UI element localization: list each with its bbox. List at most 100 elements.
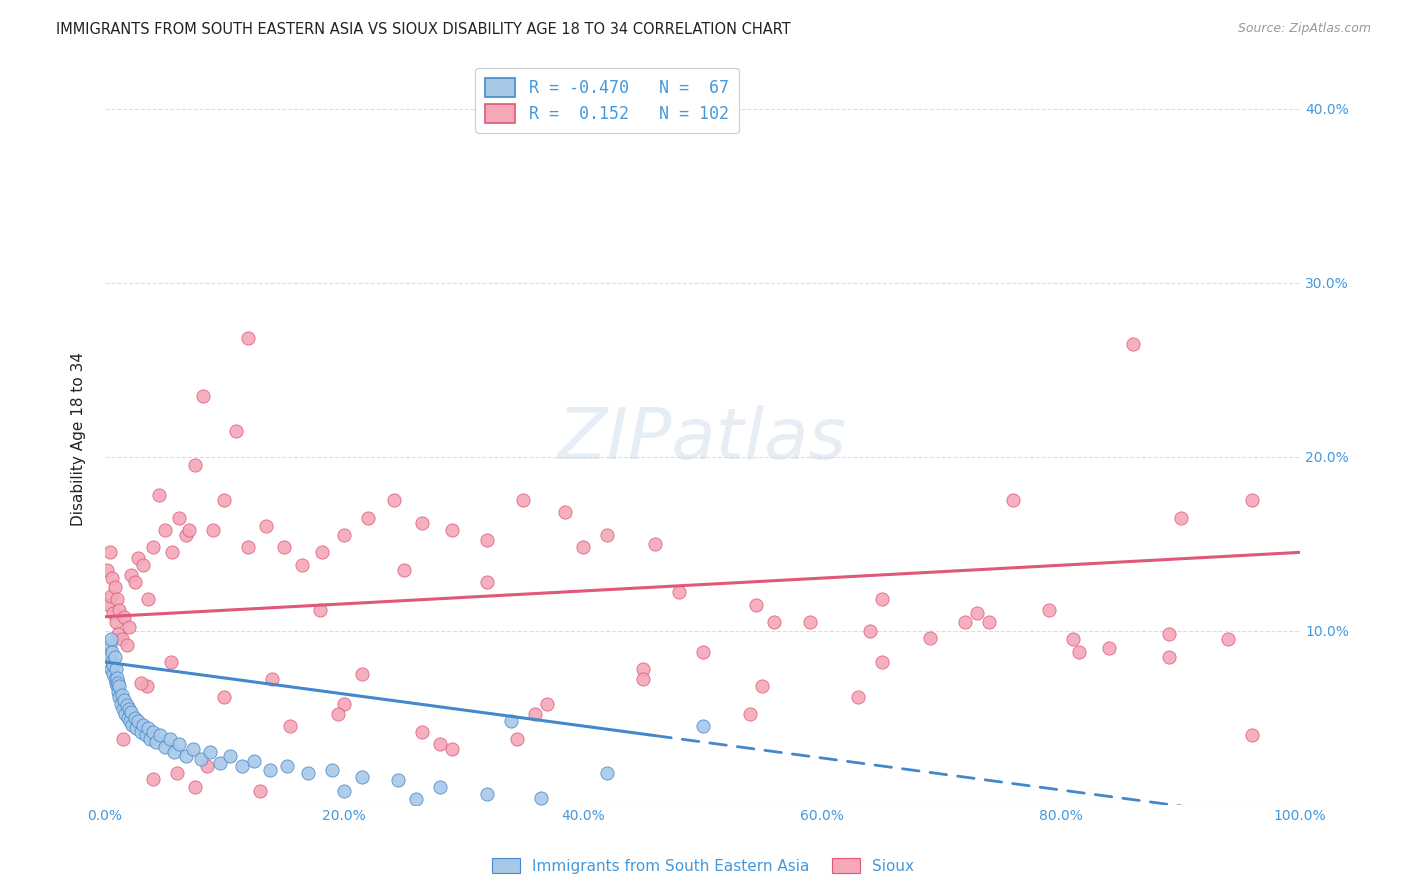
Point: [692, 719, 714, 733]
Point: [110, 697, 132, 711]
Point: [120, 568, 142, 582]
Point: [97, 649, 120, 664]
Point: [259, 763, 281, 777]
Point: [631, 673, 654, 687]
Point: [117, 711, 139, 725]
Point: [1157, 627, 1180, 641]
Point: [440, 742, 463, 756]
Point: [101, 655, 124, 669]
Point: [262, 673, 284, 687]
Point: [596, 528, 619, 542]
Point: [392, 563, 415, 577]
Point: [183, 458, 205, 473]
Point: [214, 690, 236, 704]
Point: [572, 540, 595, 554]
Point: [167, 737, 190, 751]
Point: [297, 766, 319, 780]
Point: [177, 523, 200, 537]
Point: [411, 516, 433, 530]
Point: [440, 523, 463, 537]
Point: [201, 523, 224, 537]
Point: [231, 759, 253, 773]
Point: [1062, 632, 1084, 647]
Point: [121, 717, 143, 731]
Point: [111, 632, 134, 647]
Point: [114, 707, 136, 722]
Point: [104, 662, 127, 676]
Point: [112, 609, 135, 624]
Point: [101, 571, 124, 585]
Point: [108, 679, 131, 693]
Point: [745, 598, 768, 612]
Point: [238, 331, 260, 345]
Point: [153, 523, 176, 537]
Point: [1098, 641, 1121, 656]
Point: [103, 649, 125, 664]
Point: [103, 606, 125, 620]
Point: [107, 627, 129, 641]
Point: [846, 690, 869, 704]
Point: [111, 731, 134, 746]
Point: [105, 671, 128, 685]
Point: [145, 735, 167, 749]
Point: [129, 724, 152, 739]
Point: [96, 563, 118, 577]
Point: [333, 783, 356, 797]
Point: [127, 550, 149, 565]
Point: [163, 746, 186, 760]
Point: [477, 533, 499, 548]
Point: [135, 679, 157, 693]
Point: [243, 754, 266, 768]
Point: [125, 721, 148, 735]
Point: [103, 667, 125, 681]
Point: [132, 558, 155, 572]
Point: [124, 574, 146, 589]
Point: [429, 780, 451, 795]
Point: [103, 673, 125, 687]
Point: [524, 707, 547, 722]
Point: [139, 731, 162, 746]
Point: [195, 759, 218, 773]
Point: [740, 707, 762, 722]
Point: [124, 711, 146, 725]
Point: [183, 780, 205, 795]
Point: [148, 488, 170, 502]
Point: [870, 592, 893, 607]
Point: [668, 585, 690, 599]
Point: [112, 693, 135, 707]
Point: [103, 580, 125, 594]
Point: [136, 592, 159, 607]
Point: [108, 690, 131, 704]
Point: [357, 510, 380, 524]
Point: [198, 746, 221, 760]
Point: [311, 545, 333, 559]
Point: [120, 706, 142, 720]
Point: [278, 719, 301, 733]
Text: Source: ZipAtlas.com: Source: ZipAtlas.com: [1237, 22, 1371, 36]
Point: [208, 756, 231, 770]
Point: [644, 536, 666, 550]
Point: [118, 702, 141, 716]
Point: [1067, 644, 1090, 658]
Point: [132, 717, 155, 731]
Point: [191, 389, 214, 403]
Point: [104, 615, 127, 629]
Point: [1122, 336, 1144, 351]
Point: [101, 644, 124, 658]
Legend: Immigrants from South Eastern Asia, Sioux: Immigrants from South Eastern Asia, Siou…: [486, 852, 920, 880]
Point: [174, 528, 197, 542]
Point: [167, 510, 190, 524]
Point: [387, 773, 409, 788]
Text: IMMIGRANTS FROM SOUTH EASTERN ASIA VS SIOUX DISABILITY AGE 18 TO 34 CORRELATION : IMMIGRANTS FROM SOUTH EASTERN ASIA VS SI…: [56, 22, 792, 37]
Point: [326, 707, 349, 722]
Y-axis label: Disability Age 18 to 34: Disability Age 18 to 34: [72, 352, 86, 526]
Point: [350, 667, 373, 681]
Point: [477, 787, 499, 801]
Point: [506, 731, 529, 746]
Point: [276, 759, 298, 773]
Point: [405, 792, 427, 806]
Point: [104, 676, 127, 690]
Point: [100, 632, 122, 647]
Point: [96, 641, 118, 656]
Point: [98, 545, 121, 559]
